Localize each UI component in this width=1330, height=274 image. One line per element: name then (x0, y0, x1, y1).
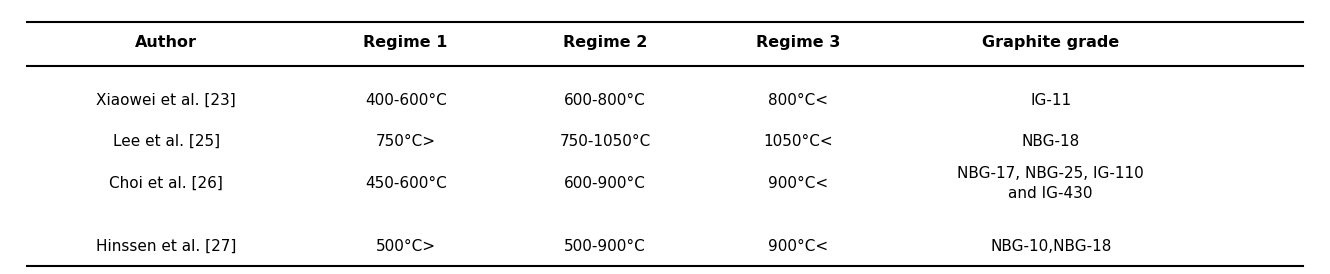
Text: 1050°C<: 1050°C< (763, 134, 833, 149)
Text: Lee et al. [25]: Lee et al. [25] (113, 134, 219, 149)
Text: Hinssen et al. [27]: Hinssen et al. [27] (96, 239, 237, 254)
Text: Regime 1: Regime 1 (363, 35, 448, 50)
Text: 500°C>: 500°C> (375, 239, 436, 254)
Text: NBG-18: NBG-18 (1021, 134, 1080, 149)
Text: NBG-10,NBG-18: NBG-10,NBG-18 (990, 239, 1112, 254)
Text: 600-800°C: 600-800°C (564, 93, 646, 107)
Text: Choi et al. [26]: Choi et al. [26] (109, 176, 223, 191)
Text: 900°C<: 900°C< (767, 239, 829, 254)
Text: 900°C<: 900°C< (767, 176, 829, 191)
Text: 400-600°C: 400-600°C (364, 93, 447, 107)
Text: NBG-17, NBG-25, IG-110
and IG-430: NBG-17, NBG-25, IG-110 and IG-430 (958, 166, 1144, 201)
Text: Author: Author (136, 35, 197, 50)
Text: 750-1050°C: 750-1050°C (560, 134, 650, 149)
Text: 750°C>: 750°C> (375, 134, 436, 149)
Text: 800°C<: 800°C< (767, 93, 829, 107)
Text: 500-900°C: 500-900°C (564, 239, 646, 254)
Text: Regime 3: Regime 3 (755, 35, 841, 50)
Text: Xiaowei et al. [23]: Xiaowei et al. [23] (96, 93, 237, 107)
Text: 450-600°C: 450-600°C (364, 176, 447, 191)
Text: 600-900°C: 600-900°C (564, 176, 646, 191)
Text: Graphite grade: Graphite grade (982, 35, 1120, 50)
Text: Regime 2: Regime 2 (563, 35, 648, 50)
Text: IG-11: IG-11 (1031, 93, 1071, 107)
